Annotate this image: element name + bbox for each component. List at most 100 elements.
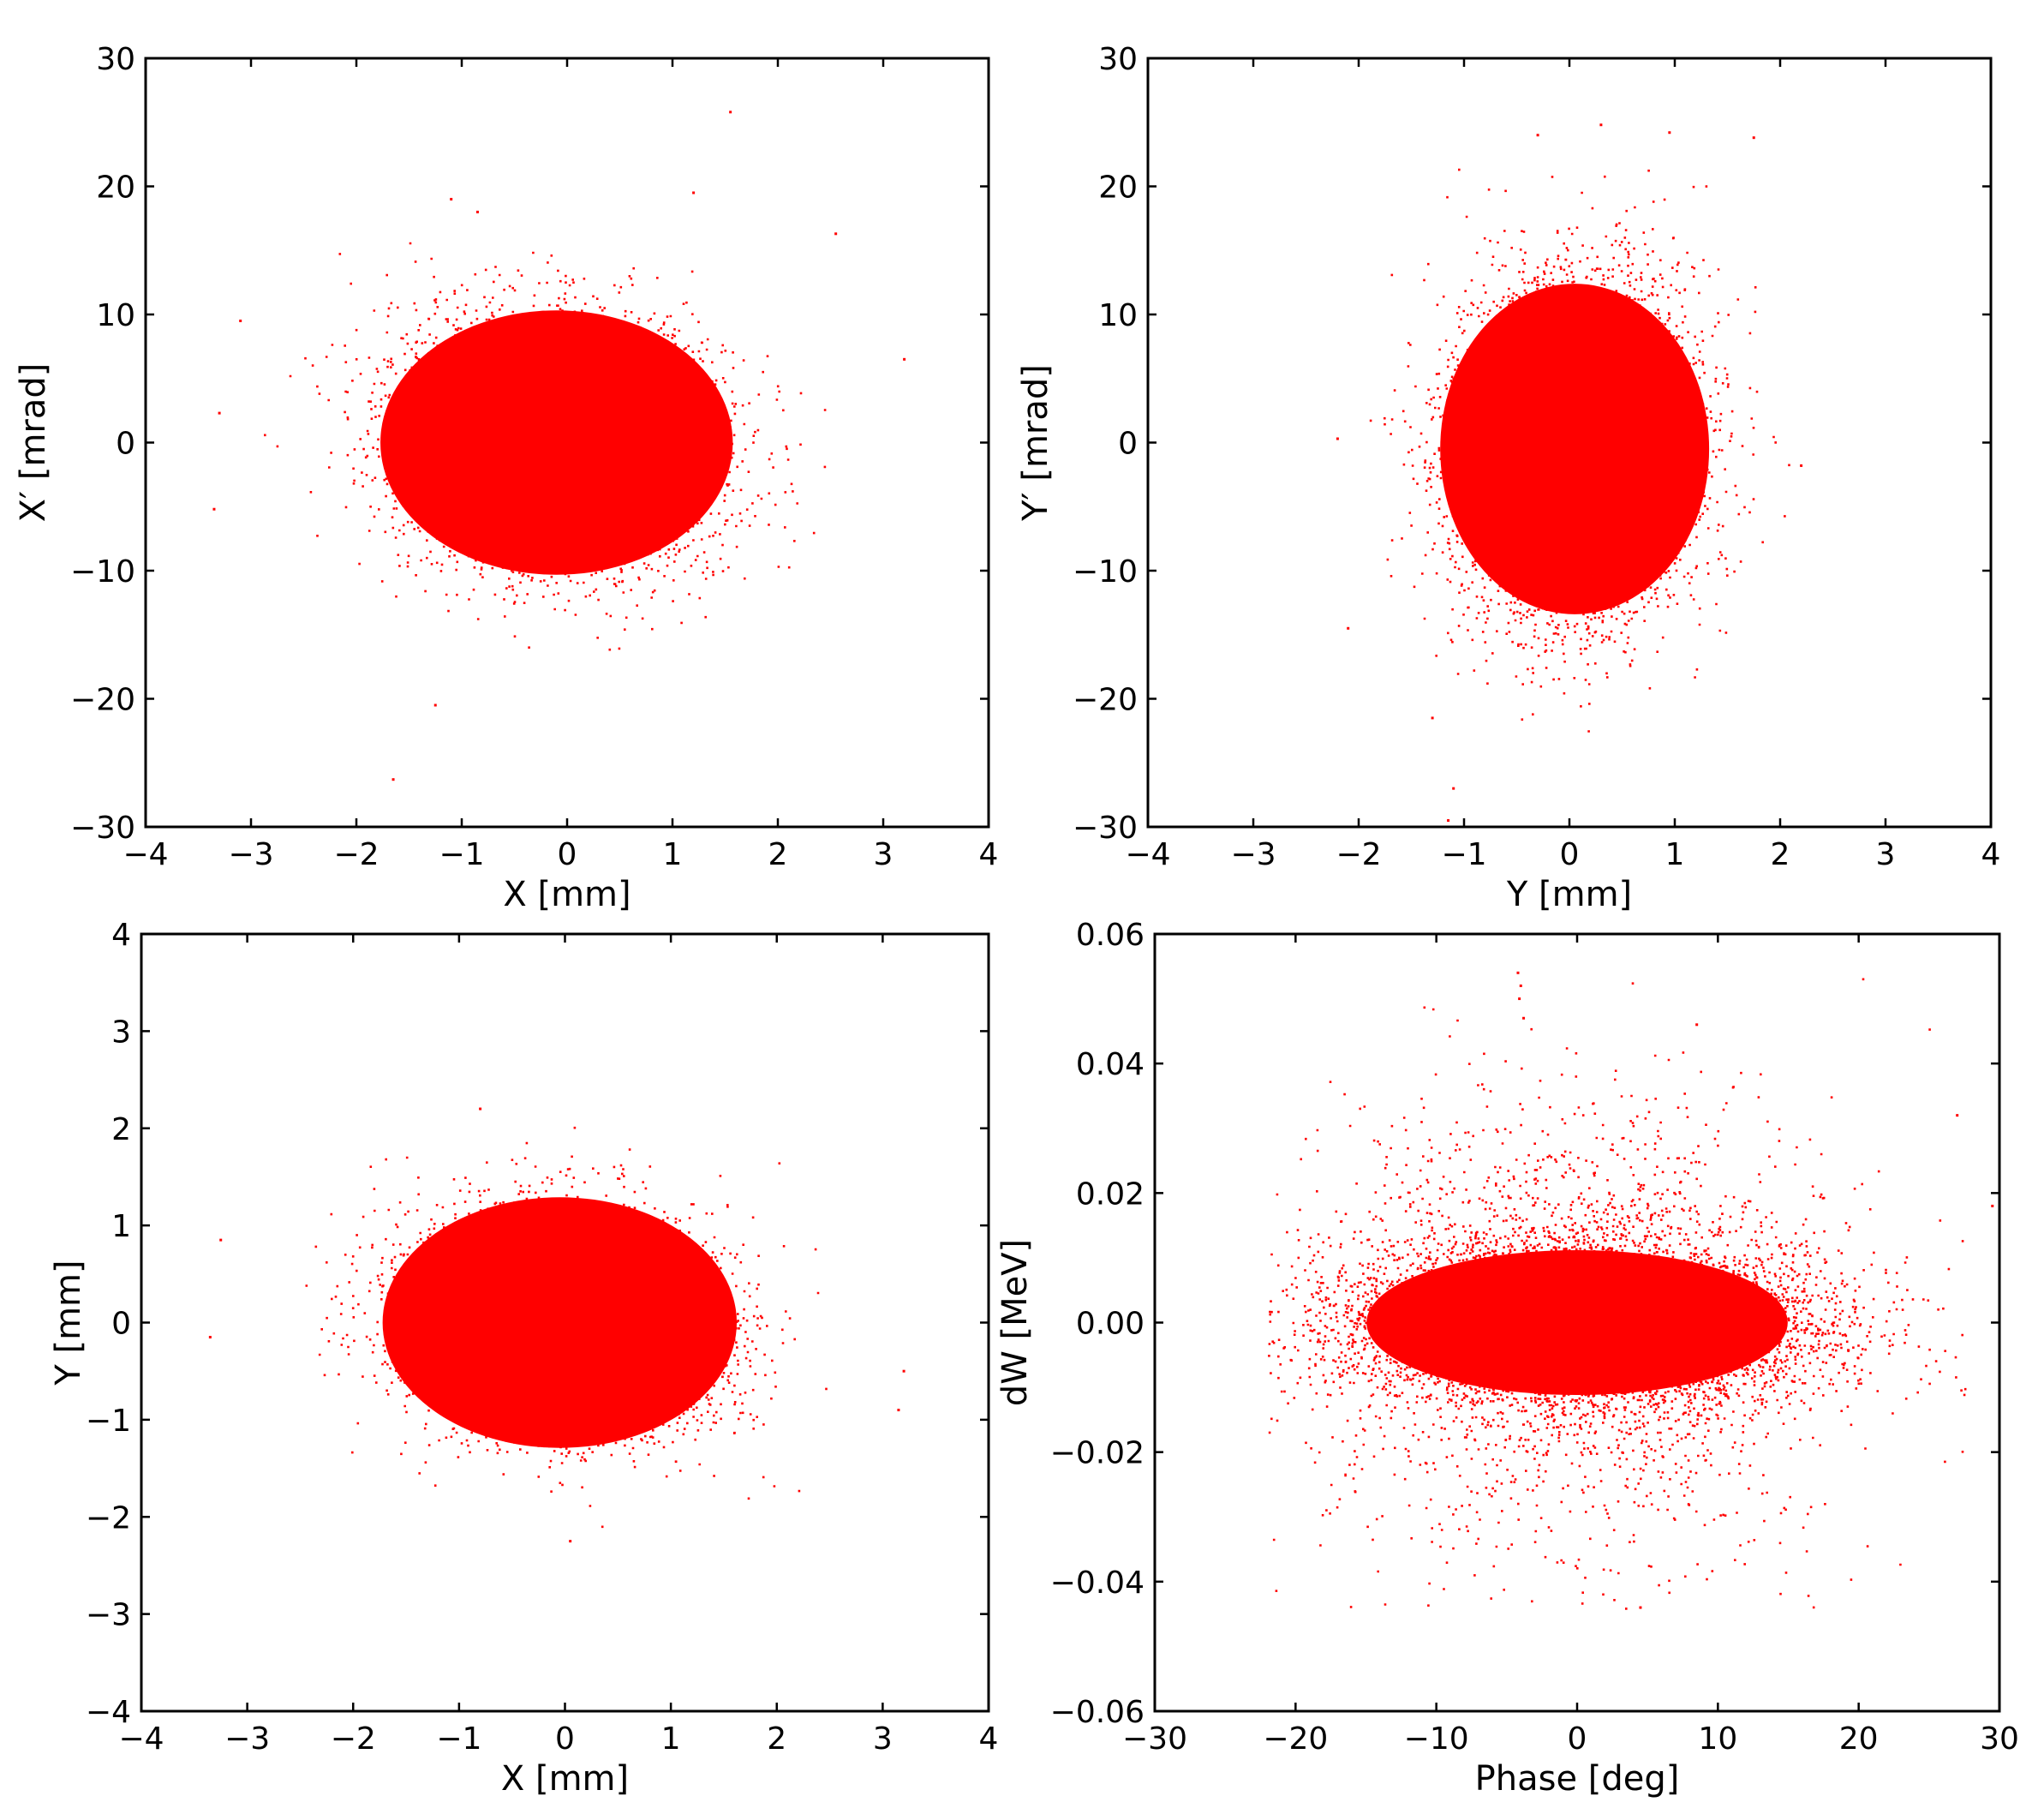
x-tick-label: 3 <box>873 1721 893 1757</box>
y-tick-label: 0.00 <box>1076 1307 1145 1342</box>
x-tick-label: −10 <box>1404 1721 1469 1757</box>
outlier-point <box>1519 984 1522 987</box>
x-tick-label: −4 <box>118 1721 164 1757</box>
outlier-point <box>729 111 732 114</box>
x-tick-label: 20 <box>1839 1721 1879 1757</box>
y-tick-label: −2 <box>86 1500 131 1536</box>
y-axis-label: X′ [mrad] <box>14 363 53 523</box>
outlier-point <box>475 210 479 213</box>
x-tick-label: 1 <box>661 1721 681 1757</box>
x-tick-label: −3 <box>228 837 273 872</box>
x-tick-label: 2 <box>768 837 788 872</box>
x-tick-label: 30 <box>1980 1721 2019 1757</box>
y-axis-label: dW [MeV] <box>995 1239 1035 1406</box>
y-tick-label: 0.02 <box>1076 1176 1145 1212</box>
outlier-point <box>1522 1016 1526 1020</box>
y-tick-label: 30 <box>96 42 135 77</box>
x-axis-label: Y [mm] <box>1506 875 1632 914</box>
y-tick-label: −0.04 <box>1050 1566 1145 1601</box>
y-tick-label: 1 <box>111 1209 131 1244</box>
outlier-point <box>569 1540 572 1543</box>
outlier-point <box>212 507 216 511</box>
y-tick-label: 10 <box>1098 298 1138 333</box>
y-tick-label: −1 <box>86 1404 131 1439</box>
x-tick-label: −1 <box>439 837 484 872</box>
outlier-point <box>1599 123 1603 127</box>
outlier-point <box>692 191 696 195</box>
scatter-points <box>1268 971 1994 1610</box>
tick-labels: −4 −3 −2 −1 0 1 2 3 4 −4 −3 −2 −1 0 1 2 3 4 <box>86 918 999 1757</box>
y-tick-label: −0.06 <box>1050 1695 1145 1730</box>
x-tick-label: 0 <box>1568 1721 1587 1757</box>
x-tick-label: 0 <box>555 1721 575 1757</box>
y-tick-label: 20 <box>96 171 135 206</box>
outlier-point <box>450 197 453 201</box>
x-tick-label: −2 <box>1336 837 1381 872</box>
x-tick-label: −1 <box>436 1721 481 1757</box>
y-tick-label: 0 <box>111 1307 131 1342</box>
y-tick-label: −20 <box>70 683 135 718</box>
y-tick-label: −20 <box>1073 683 1138 718</box>
x-tick-label: −3 <box>224 1721 270 1757</box>
x-tick-label: 4 <box>979 837 999 872</box>
outlier-point <box>433 703 437 707</box>
y-tick-label: 3 <box>111 1015 131 1050</box>
ticks <box>1146 57 1993 829</box>
y-tick-label: 2 <box>111 1112 131 1147</box>
outlier-point <box>1536 134 1539 137</box>
outlier-point <box>1639 1606 1642 1609</box>
x-tick-label: 0 <box>1560 837 1580 872</box>
x-tick-label: −3 <box>1230 837 1276 872</box>
tick-labels: −30 −20 −10 0 10 20 30 −0.06 −0.04 −0.02 0.00 0.02 0… <box>1050 918 2019 1757</box>
scatter-points <box>208 1107 905 1543</box>
x-axis-label: X [mm] <box>503 875 631 914</box>
y-tick-label: 0.04 <box>1076 1047 1145 1082</box>
outlier-point <box>208 1336 212 1339</box>
x-axis-label: X [mm] <box>501 1759 629 1799</box>
scatter-cloud <box>305 1126 828 1529</box>
outlier-point <box>219 1238 223 1242</box>
outlier-point <box>1347 626 1350 630</box>
ticks <box>140 932 990 1713</box>
outlier-point <box>218 411 221 415</box>
x-tick-label: 3 <box>874 837 894 872</box>
y-tick-label: −10 <box>70 554 135 590</box>
ticks <box>144 57 990 829</box>
outlier-point <box>239 319 242 322</box>
x-tick-label: 1 <box>1665 837 1685 872</box>
scatter-points <box>1336 123 1803 823</box>
outlier-point <box>1452 787 1455 790</box>
x-tick-label: −1 <box>1441 837 1486 872</box>
outlier-point <box>1991 1204 1994 1207</box>
x-tick-label: −4 <box>123 837 168 872</box>
outlier-point <box>1752 136 1755 140</box>
y-tick-label: 20 <box>1098 171 1138 206</box>
x-tick-label: −30 <box>1122 1721 1187 1757</box>
outlier-point <box>1695 1023 1699 1027</box>
x-tick-label: 10 <box>1698 1721 1737 1757</box>
x-tick-label: −2 <box>333 837 379 872</box>
y-axis-label: Y′ [mrad] <box>1016 364 1055 522</box>
x-tick-label: −2 <box>331 1721 376 1757</box>
y-tick-label: 10 <box>96 298 135 333</box>
scatter-cloud <box>264 242 827 651</box>
scatter-points <box>212 111 906 781</box>
panel-phase-dw: −30 −20 −10 0 10 20 30 −0.06 −0.04 −0.02 0.00 0.02 0… <box>995 918 2019 1799</box>
ticks <box>1153 932 2001 1713</box>
outlier-point <box>903 357 906 361</box>
outlier-point <box>897 1409 900 1412</box>
outlier-point <box>1431 716 1434 720</box>
outlier-point <box>1668 131 1671 135</box>
y-tick-label: −30 <box>70 811 135 846</box>
y-tick-label: −30 <box>1073 811 1138 846</box>
y-tick-label: 0 <box>116 427 135 462</box>
x-tick-label: 4 <box>1981 837 2001 872</box>
y-tick-label: −3 <box>86 1598 131 1633</box>
y-tick-label: 0.06 <box>1076 918 1145 953</box>
x-tick-label: 3 <box>1876 837 1896 872</box>
outlier-point <box>1447 819 1450 823</box>
y-tick-label: 4 <box>111 918 131 953</box>
